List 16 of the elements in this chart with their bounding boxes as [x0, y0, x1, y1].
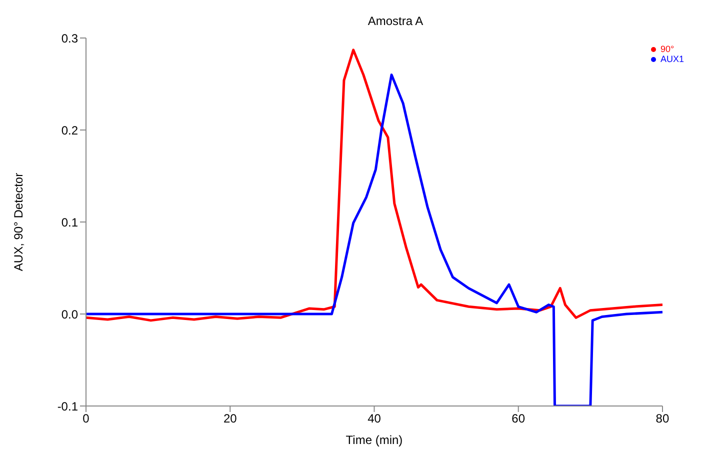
y-tick-label: 0.2 [61, 123, 78, 138]
line-series [86, 48, 662, 322]
x-tick-label: 20 [223, 412, 238, 426]
chart-title: Amostra A [366, 14, 424, 28]
x-tick-label: 60 [512, 412, 526, 426]
y-tick-label: 0.3 [61, 31, 78, 46]
y-tick-label: 0.0 [61, 307, 78, 322]
y-tick-label: -0.1 [57, 399, 78, 414]
x-tick-label: 80 [656, 412, 670, 426]
x-tick-label: 0 [82, 412, 90, 426]
legend-label: 90° [660, 44, 674, 54]
x-axis-title: Time (min) [346, 433, 403, 447]
x-tick-label: 40 [368, 412, 382, 426]
legend-label: AUX1 [660, 54, 684, 64]
y-tick-label: 0.1 [61, 215, 78, 230]
y-axis-title: AUX, 90° Detector [11, 172, 26, 272]
